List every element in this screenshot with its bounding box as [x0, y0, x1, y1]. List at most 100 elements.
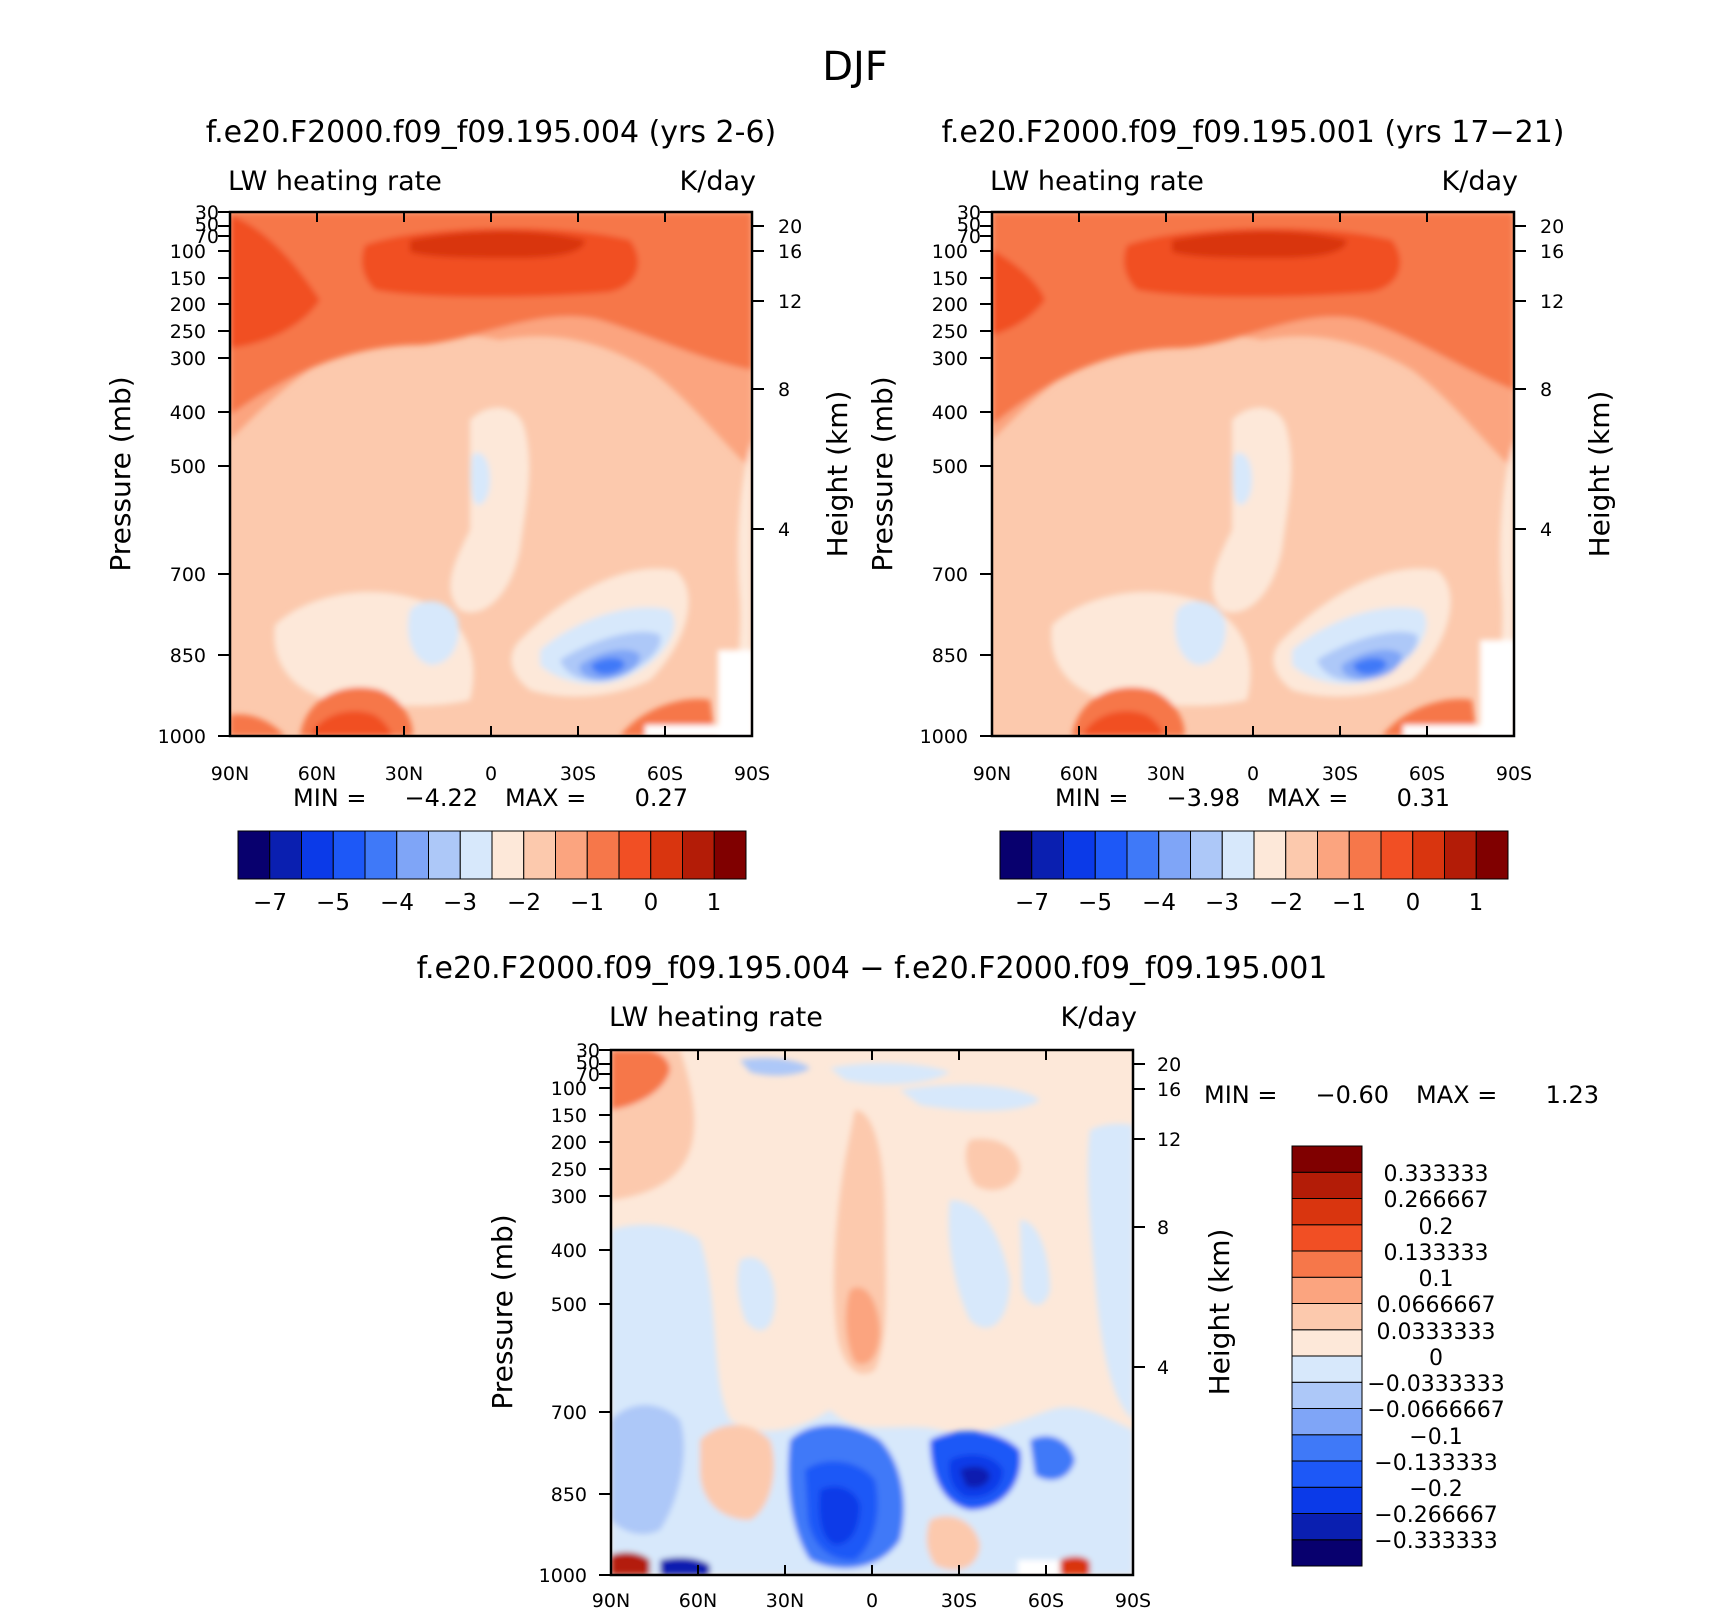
panel-b: f.e20.F2000.f09_f09.195.001 (yrs 17−21) … [866, 115, 1616, 916]
colorbar-swatch [459, 830, 493, 880]
colorbar-swatch [1190, 830, 1223, 880]
colorbar-swatch [491, 830, 525, 880]
panel-b-min-value: −3.98 [1166, 784, 1240, 812]
panel-c-height-tick: 4 [1157, 1357, 1169, 1379]
panel-c-height-tick: 12 [1157, 1129, 1181, 1151]
colorbar-swatch [1031, 830, 1064, 880]
panel-a-xtick: 60N [298, 763, 336, 785]
colorbar-swatch [1291, 1539, 1363, 1567]
colorbar-swatch [428, 830, 461, 880]
panel-c-ytick: 500 [551, 1294, 587, 1316]
panel-c-max-label: MAX = [1416, 1081, 1497, 1109]
panel-b-xtick: 30N [1147, 763, 1185, 785]
panel-a-variable: LW heating rate [228, 166, 442, 197]
colorbar-swatch [1063, 830, 1096, 880]
colorbar-swatch [1475, 830, 1509, 880]
colorbar-swatch [396, 830, 429, 880]
colorbar-swatch [586, 830, 620, 880]
panel-a-colorbar-label: −7 [253, 890, 287, 916]
panel-a-ytick: 850 [170, 645, 206, 667]
panel-a-height-tick: 4 [778, 519, 790, 541]
panel-a-colorbar-label: −3 [443, 890, 477, 916]
panel-b-xtick: 0 [1247, 763, 1259, 785]
panel-b-ytick: 30 [957, 202, 981, 224]
panel-a-ytick: 1000 [158, 726, 206, 748]
panel-c-colorbar-label: −0.0333333 [1367, 1372, 1504, 1397]
colorbar-swatch [1317, 830, 1350, 880]
panel-b-xtick: 60N [1060, 763, 1098, 785]
panel-c-ytick: 200 [551, 1132, 587, 1154]
panel-a-colorbar [237, 830, 747, 880]
panel-c-ytick: 700 [551, 1402, 587, 1424]
panel-a-field [230, 212, 752, 736]
colorbar-swatch [1412, 830, 1445, 880]
panel-c-colorbar-label: −0.133333 [1374, 1451, 1497, 1476]
panel-c-ytick: 400 [551, 1240, 587, 1262]
panel-c-ytick: 70 [576, 1064, 600, 1086]
panel-a-ylabel-right: Height (km) [821, 391, 854, 558]
panel-a-xtick: 60S [647, 763, 683, 785]
panel-a-colorbar-label: −1 [570, 890, 604, 916]
panel-a: f.e20.F2000.f09_f09.195.004 (yrs 2-6) LW… [104, 115, 854, 916]
panel-b-ylabel: Pressure (mb) [866, 376, 899, 571]
panel-b-units: K/day [1442, 166, 1518, 197]
panel-a-height-tick: 8 [778, 379, 790, 401]
panel-b-ytick: 250 [932, 321, 968, 343]
figure-title: DJF [822, 44, 888, 90]
colorbar-swatch [1158, 830, 1191, 880]
panel-a-ylabel: Pressure (mb) [104, 376, 137, 571]
panel-c-xtick: 0 [866, 1590, 878, 1611]
panel-a-height-tick: 12 [778, 291, 802, 313]
colorbar-swatch [1291, 1198, 1363, 1226]
panel-b-ytick: 1000 [920, 726, 968, 748]
panel-c-colorbar-label: −0.2 [1409, 1477, 1462, 1502]
panel-c-colorbar-label: 0.333333 [1384, 1162, 1489, 1187]
panel-b-ytick: 200 [932, 294, 968, 316]
colorbar-swatch [1291, 1408, 1363, 1436]
panel-c: f.e20.F2000.f09_f09.195.004 − f.e20.F200… [417, 951, 1599, 1611]
panel-a-ytick: 700 [170, 564, 206, 586]
panel-a-xtick: 0 [485, 763, 497, 785]
panel-c-colorbar-label: 0.0666667 [1377, 1293, 1496, 1318]
panel-b-min-label: MIN = [1055, 784, 1128, 812]
panel-b-colorbar-label: −4 [1142, 890, 1176, 916]
panel-c-colorbar [1291, 1145, 1363, 1567]
colorbar-swatch [1291, 1486, 1363, 1514]
panel-c-ytick: 150 [551, 1105, 587, 1127]
panel-b-colorbar-label: −7 [1015, 890, 1049, 916]
panel-c-max-value: 1.23 [1546, 1081, 1599, 1109]
panel-c-xtick: 30N [766, 1590, 804, 1611]
panel-a-xtick: 90N [211, 763, 249, 785]
panel-a-max-label: MAX = [505, 784, 586, 812]
panel-c-ytick: 30 [576, 1040, 600, 1062]
panel-a-ytick: 400 [170, 402, 206, 424]
colorbar-swatch [1291, 1276, 1363, 1304]
colorbar-swatch [1291, 1145, 1363, 1173]
colorbar-swatch [1291, 1171, 1363, 1199]
panel-c-xtick: 60S [1028, 1590, 1064, 1611]
panel-c-field [611, 1050, 1133, 1575]
panel-c-xtick: 60N [679, 1590, 717, 1611]
colorbar-swatch [332, 830, 366, 880]
panel-c-height-tick: 16 [1157, 1079, 1181, 1101]
panel-a-ytick: 200 [170, 294, 206, 316]
panel-b-ytick: 300 [932, 348, 968, 370]
panel-c-ylabel: Pressure (mb) [486, 1214, 519, 1409]
colorbar-swatch [1444, 830, 1477, 880]
panel-a-ytick: 500 [170, 456, 206, 478]
panel-c-colorbar-label: −0.0666667 [1367, 1398, 1504, 1423]
panel-a-max-value: 0.27 [635, 784, 688, 812]
panel-b-xtick: 90S [1496, 763, 1532, 785]
panel-c-colorbar-label: 0.0333333 [1377, 1320, 1496, 1345]
panel-a-min-value: −4.22 [404, 784, 478, 812]
colorbar-swatch [1291, 1329, 1363, 1357]
panel-b-height-tick: 4 [1540, 519, 1552, 541]
panel-b-ytick: 150 [932, 268, 968, 290]
panel-b-ytick: 70 [957, 226, 981, 248]
colorbar-swatch [237, 830, 271, 880]
panel-a-units: K/day [680, 166, 756, 197]
panel-b-variable: LW heating rate [990, 166, 1204, 197]
panel-c-colorbar-label: −0.333333 [1374, 1529, 1497, 1554]
panel-b-height-tick: 12 [1540, 291, 1564, 313]
